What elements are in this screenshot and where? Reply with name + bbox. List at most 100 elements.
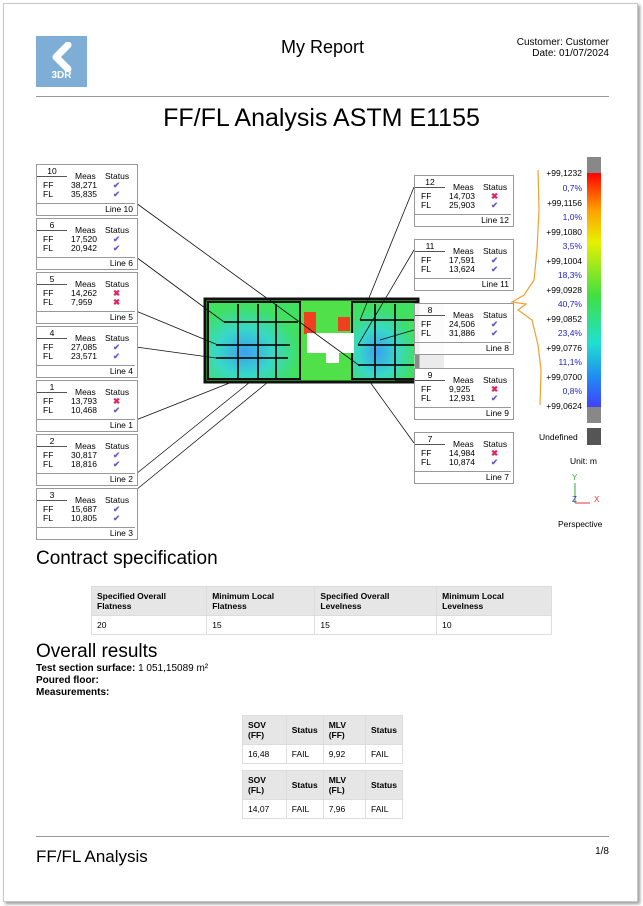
ff-value: 17,591 (449, 255, 475, 265)
check-icon: ✔ (113, 243, 121, 253)
ff-label: FF (421, 255, 432, 265)
ff-label: FF (43, 450, 54, 460)
cell: 10 (436, 615, 552, 635)
ff-value: 9,925 (449, 384, 471, 394)
col-header: Minimum Local Flatness (206, 586, 316, 616)
ff-value: 38,271 (71, 180, 97, 190)
overall-title: Overall results (36, 641, 158, 662)
axis-z-label: Z (572, 495, 577, 504)
ff-value: 14,984 (449, 448, 475, 458)
line-number: 5 (37, 274, 67, 285)
surface-line: Test section surface: 1 051,15089 m² (36, 663, 208, 674)
status-header: Status (483, 375, 508, 385)
line-label: Line 3 (37, 527, 135, 538)
meas-header: Meas (75, 441, 96, 451)
analysis-title: FF/FL Analysis ASTM E1155 (163, 104, 480, 132)
scale-percent: 23,4% (557, 328, 582, 338)
measurements-label: Measurements: (36, 687, 110, 698)
fl-value: 7,959 (71, 297, 93, 307)
cell: 14,07 (242, 799, 287, 819)
fl-label: FL (421, 457, 431, 467)
scale-value: +99,0700 (546, 372, 582, 382)
scale-percent: 0,8% (562, 386, 582, 396)
ff-results-table: SOV (FF) Status MLV (FF) Status 16,48 FAIL 9,… (242, 715, 403, 764)
status-header: Status (483, 439, 508, 449)
section-left (207, 301, 301, 380)
cell: 9,92 (322, 744, 367, 764)
check-icon: ✔ (113, 459, 121, 469)
cross-icon: ✖ (113, 297, 121, 307)
fl-value: 10,874 (449, 457, 475, 467)
ff-label: FF (421, 384, 432, 394)
scale-percent: 3,5% (562, 241, 582, 251)
ff-value: 30,817 (71, 450, 97, 460)
fl-label: FL (43, 513, 53, 523)
line-label: Line 12 (415, 214, 511, 225)
meas-header: Meas (453, 246, 474, 256)
ff-value: 15,687 (71, 504, 97, 514)
fl-value: 18,816 (71, 459, 97, 469)
line-label: Line 5 (37, 311, 135, 322)
fl-label: FL (421, 200, 431, 210)
line-number: 7 (415, 434, 445, 445)
surface-value: 1 051,15089 m² (135, 663, 209, 674)
logo-text: 3DR (51, 70, 72, 81)
scale-value: +99,0928 (546, 285, 582, 295)
meas-header: Meas (75, 171, 96, 181)
col-header: Status (285, 715, 324, 745)
fl-label: FL (43, 243, 53, 253)
report-title: My Report (280, 37, 365, 57)
fl-value: 13,624 (449, 264, 475, 274)
ff-label: FF (43, 504, 54, 514)
page-frame (3, 3, 638, 902)
col-header: SOV (FF) (242, 715, 287, 745)
meas-header: Meas (75, 279, 96, 289)
cell: FAIL (365, 799, 403, 819)
page-number: 1/8 (595, 846, 609, 857)
void (307, 333, 354, 353)
cell: FAIL (285, 744, 324, 764)
scale-value: +99,1004 (546, 256, 582, 266)
line-label: Line 9 (415, 407, 511, 418)
col-header: Specified Overall Levelness (314, 586, 438, 616)
status-header: Status (105, 279, 130, 289)
callout-line-10: 10 Meas Status FF 38,271 ✔ FL 35,835 ✔ Line 10 (36, 164, 138, 216)
poured-floor-label: Poured floor: (36, 675, 99, 686)
fl-value: 35,835 (71, 189, 97, 199)
check-icon: ✔ (491, 200, 499, 210)
cross-icon: ✖ (491, 448, 499, 458)
col-header: MLV (FF) (322, 715, 367, 745)
axis-x-label: X (594, 495, 600, 504)
histogram-curve (510, 170, 542, 406)
line-number: 3 (37, 490, 67, 501)
meas-header: Meas (75, 495, 96, 505)
callout-line-2: 2 Meas Status FF 30,817 ✔ FL 18,816 ✔ Line 2 (36, 434, 138, 486)
section-right (351, 301, 417, 380)
fl-value: 23,571 (71, 351, 97, 361)
floor-plan-view (135, 186, 444, 491)
fl-label: FL (43, 405, 53, 415)
hotspot (304, 312, 316, 334)
check-icon: ✔ (491, 255, 499, 265)
col-header: SOV (FL) (242, 770, 287, 800)
status-header: Status (105, 171, 130, 181)
cell: 16,48 (242, 744, 287, 764)
ff-value: 13,793 (71, 396, 97, 406)
check-icon: ✔ (113, 513, 121, 523)
line-number: 8 (415, 305, 445, 316)
line-label: Line 6 (37, 257, 135, 268)
cross-icon: ✖ (113, 288, 121, 298)
surface-label: Test section surface: (36, 663, 136, 674)
line-label: Line 7 (415, 471, 511, 482)
meas-header: Meas (453, 439, 474, 449)
cell: 15 (314, 615, 438, 635)
cell: 15 (206, 615, 316, 635)
status-header: Status (105, 441, 130, 451)
callout-line-12: 12 Meas Status FF 14,703 ✖ FL 25,903 ✔ Line 12 (414, 175, 514, 227)
check-icon: ✔ (491, 264, 499, 274)
scale-percent: 18,3% (557, 270, 582, 280)
status-header: Status (105, 495, 130, 505)
unit-label: Unit: m (570, 456, 597, 466)
callout-line-3: 3 Meas Status FF 15,687 ✔ FL 10,805 ✔ Line 3 (36, 488, 138, 540)
